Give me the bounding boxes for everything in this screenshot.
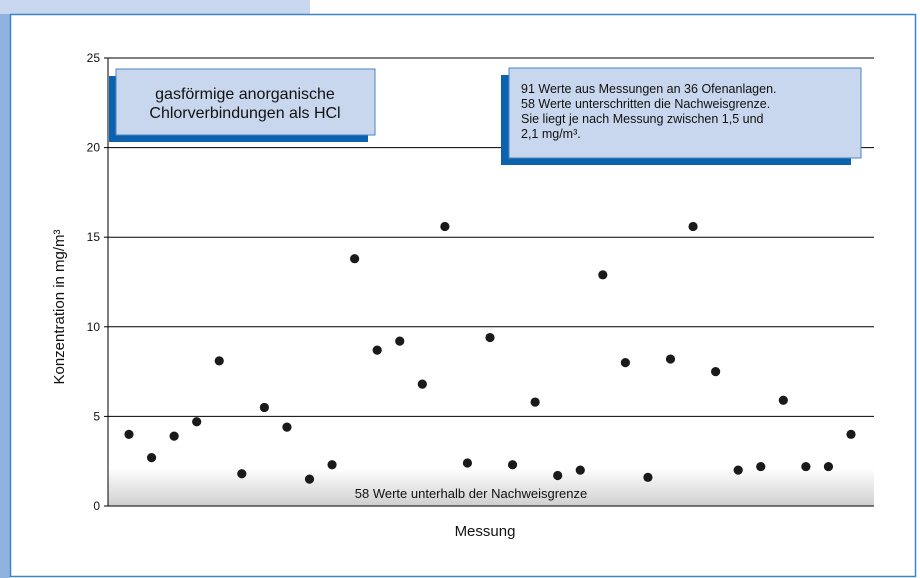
title-box: gasförmige anorganische Chlorverbindunge… [109,68,376,142]
data-point [575,465,585,475]
data-point [462,458,473,468]
title-box-line-1: gasförmige anorganische [155,86,335,103]
data-point [778,395,788,405]
data-point [507,460,518,470]
data-point [372,345,382,355]
data-point [237,469,247,479]
x-axis-label: Messung [455,523,516,540]
data-point [598,270,608,280]
y-tick-label: 20 [87,141,101,155]
title-box-line-2: Chlorverbindungen als HCl [149,105,340,122]
y-tick-label: 15 [87,230,101,244]
data-point [146,453,157,463]
data-point [823,461,834,472]
data-point [440,221,450,232]
data-point [124,429,134,439]
data-point [192,417,202,427]
data-point [304,474,315,484]
y-tick-labels: 0 5 10 15 20 25 [87,51,108,513]
data-point [350,254,360,264]
data-point [395,336,405,346]
data-point [846,429,856,439]
data-point [417,379,427,389]
info-box: 91 Werte aus Messungen an 36 Ofenanlagen… [501,67,862,165]
data-point [530,397,540,407]
top-left-panel [0,0,310,14]
y-tick-label: 25 [87,51,101,65]
data-point [214,356,224,366]
data-point [643,472,653,482]
data-point [688,221,698,232]
data-point [327,460,337,470]
left-panel [0,14,10,578]
data-point [620,358,630,368]
band-label: 58 Werte unterhalb der Nachweisgrenze [355,486,587,501]
info-box-line-4: 2,1 mg/m³. [521,127,581,141]
y-axis-label: Konzentration in mg/m³ [51,229,68,384]
info-box-line-1: 91 Werte aus Messungen an 36 Ofenanlagen… [521,82,777,96]
data-point [801,461,811,472]
y-tick-label: 10 [87,320,101,334]
data-point [259,402,269,413]
y-tick-label: 5 [93,409,100,423]
info-box-line-3: Sie liegt je nach Messung zwischen 1,5 u… [521,112,764,126]
data-point [756,461,766,472]
data-point [665,354,676,364]
info-box-line-2: 58 Werte unterschritten die Nachweisgren… [521,97,770,111]
data-point [169,431,179,441]
data-point [553,470,563,481]
data-point [282,422,292,432]
data-point [485,332,495,343]
y-tick-label: 0 [93,499,100,513]
data-point [733,465,743,475]
title-box-panel [115,68,376,136]
info-box-panel [508,67,862,159]
data-point [711,367,721,377]
detection-limit-band [108,468,874,506]
data-points [124,221,856,484]
